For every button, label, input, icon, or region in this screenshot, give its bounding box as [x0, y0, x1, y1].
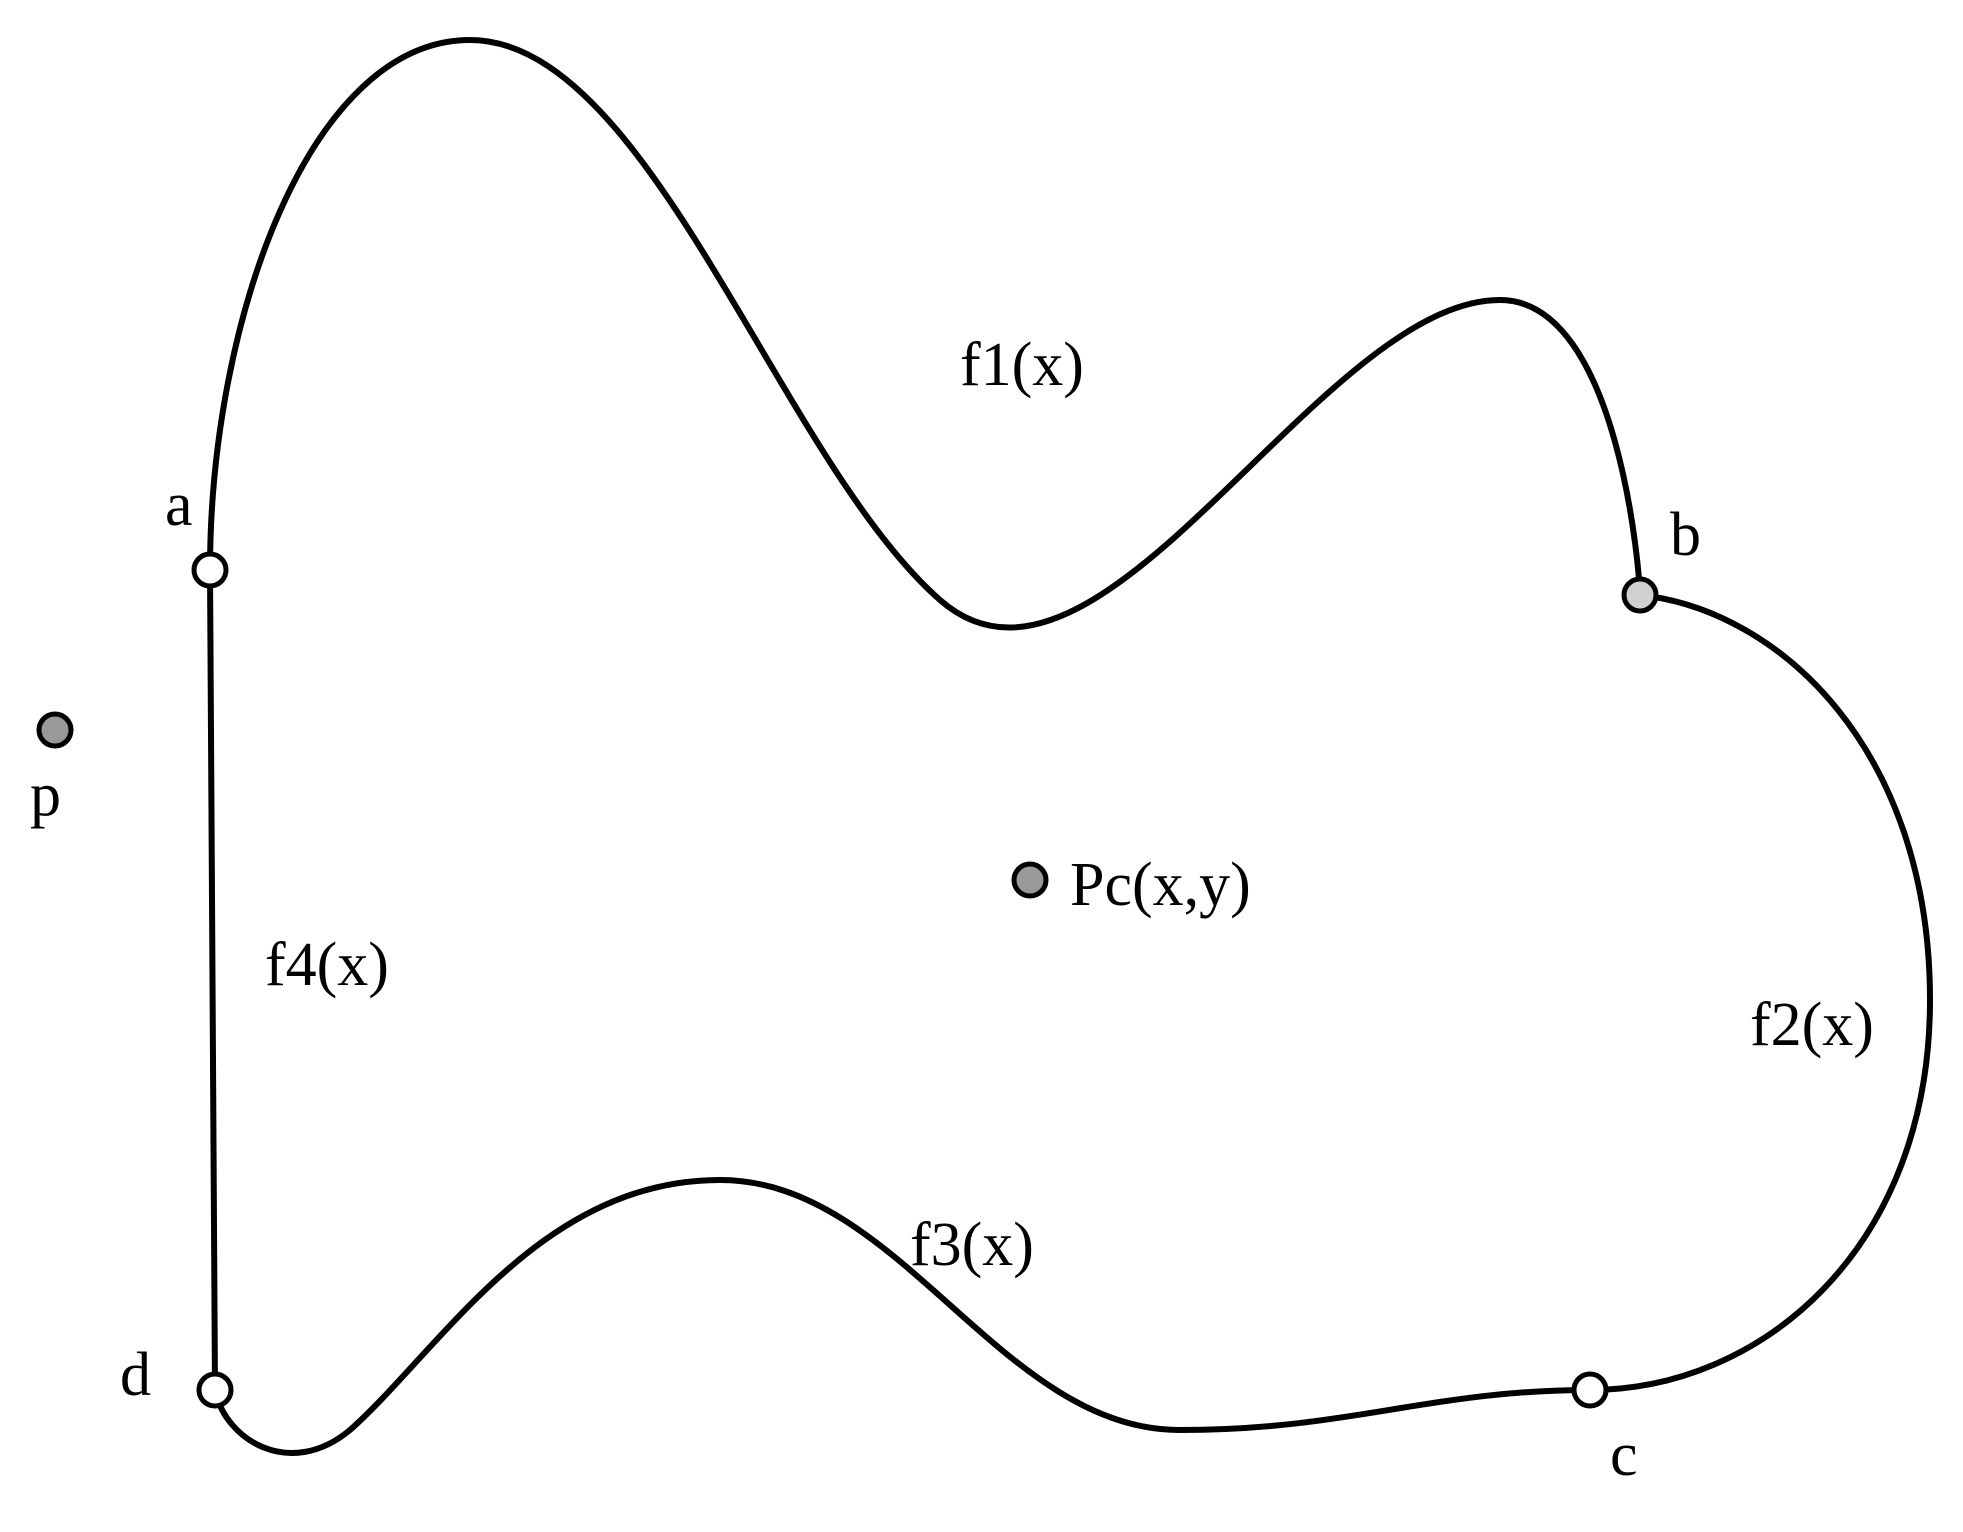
closed-curve: [210, 40, 1930, 1453]
label-f3: f3(x): [910, 1210, 1034, 1281]
curve-f1: [210, 40, 1640, 628]
label-c: c: [1610, 1420, 1638, 1491]
label-f2: f2(x): [1750, 990, 1874, 1061]
point-b: [1624, 579, 1656, 611]
label-pc: Pc(x,y): [1070, 850, 1251, 921]
point-pc: [1014, 864, 1046, 896]
curve-f3: [215, 1180, 1590, 1453]
point-a: [194, 554, 226, 586]
label-a: a: [165, 470, 193, 541]
label-f4: f4(x): [265, 930, 389, 1001]
diagram-canvas: a b c d p Pc(x,y) f1(x) f2(x) f3(x) f4(x…: [0, 0, 1963, 1532]
label-b: b: [1670, 500, 1701, 571]
label-p: p: [30, 760, 61, 831]
point-d: [199, 1374, 231, 1406]
figure-svg: [0, 0, 1963, 1532]
point-p: [39, 714, 71, 746]
curve-f4: [210, 570, 215, 1390]
point-c: [1574, 1374, 1606, 1406]
label-f1: f1(x): [960, 330, 1084, 401]
label-d: d: [120, 1340, 151, 1411]
